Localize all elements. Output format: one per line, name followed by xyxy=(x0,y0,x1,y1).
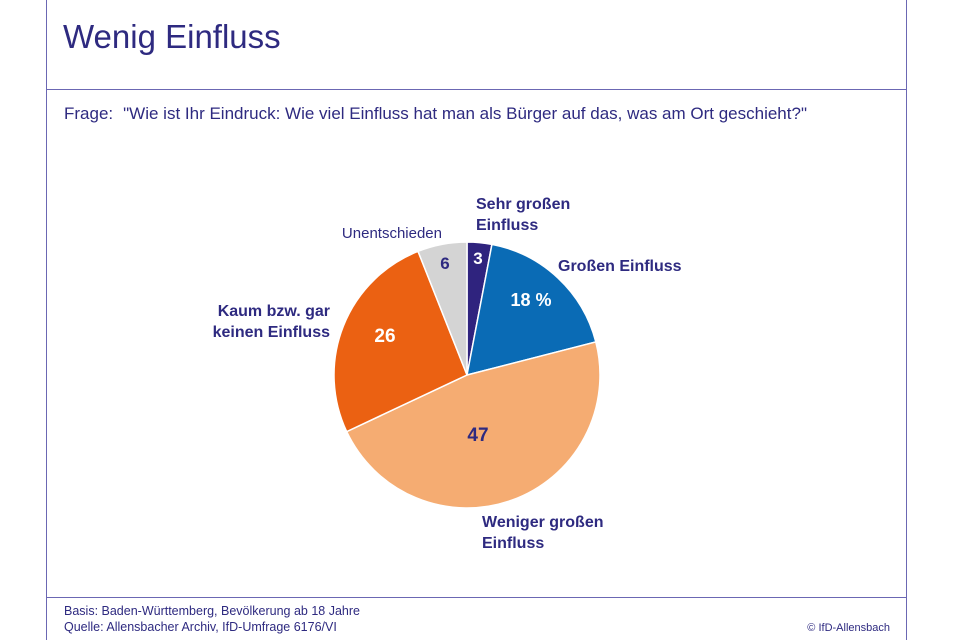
frame-right-border xyxy=(906,0,907,640)
footer-divider xyxy=(46,597,907,598)
slice-label-kaum: Kaum bzw. gar keinen Einfluss xyxy=(213,303,330,341)
footer-source: Quelle: Allensbacher Archiv, IfD-Umfrage… xyxy=(64,620,337,634)
pie-slice-weniger_gross xyxy=(345,341,601,509)
slice-label-weniger_gross: Weniger großen Einfluss xyxy=(482,514,604,552)
copyright-notice: © IfD-Allensbach xyxy=(807,622,890,634)
slice-label-unentschieden: Unentschieden xyxy=(342,225,442,242)
frame-left-border xyxy=(46,0,47,640)
slice-label-sehr_gross: Sehr großen Einfluss xyxy=(476,196,570,234)
slice-value-weniger_gross: 47 xyxy=(467,425,488,446)
pie-slice-gross xyxy=(466,243,597,377)
slice-value-unentschieden: 6 xyxy=(440,254,449,273)
slice-label-gross: Großen Einfluss xyxy=(558,258,682,275)
pie-slice-kaum xyxy=(333,250,468,433)
footer-basis: Basis: Baden-Württemberg, Bevölkerung ab… xyxy=(64,604,360,618)
survey-question: Frage: "Wie ist Ihr Eindruck: Wie viel Ei… xyxy=(64,104,807,124)
slice-value-sehr_gross: 3 xyxy=(473,249,482,268)
slice-value-gross: 18 % xyxy=(510,290,551,310)
slice-value-kaum: 26 xyxy=(374,326,395,347)
question-label: Frage: xyxy=(64,104,114,123)
chart-title: Wenig Einfluss xyxy=(63,18,281,55)
header-divider xyxy=(46,89,907,90)
question-text: "Wie ist Ihr Eindruck: Wie viel Einfluss… xyxy=(123,104,807,123)
pie-slice-unentschieden xyxy=(417,241,468,376)
